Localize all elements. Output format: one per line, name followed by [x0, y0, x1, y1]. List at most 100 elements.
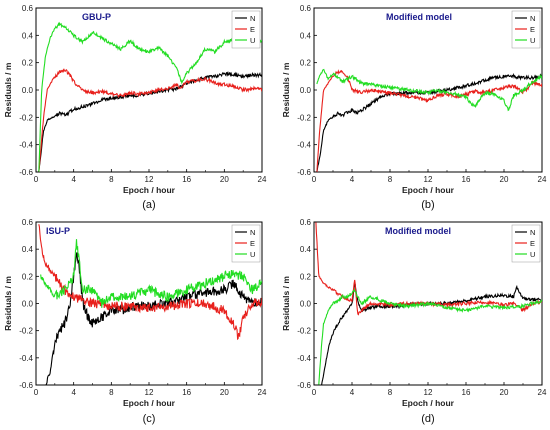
y-tick-label: 0.6: [22, 218, 34, 227]
plot-frame: [313, 7, 543, 173]
y-axis-label: Residuals / m: [3, 276, 13, 331]
panel-c: 0 4 8 12 16 20 24 -0.6 -0.4 -0.2 0.0 0.2 0.4 0.6 Epoch…: [3, 218, 267, 425]
y-tick-label: 0.2: [300, 272, 312, 281]
legend-label-e: E: [530, 239, 535, 248]
legend-label-u: U: [530, 36, 535, 45]
y-tick-label: -0.2: [297, 113, 311, 122]
y-tick-label: 0.2: [22, 59, 34, 68]
x-tick-label: 8: [109, 388, 114, 397]
panel-b: 0 4 8 12 16 20 24 -0.6 -0.4 -0.2 0.0 0.2 0.4 0.6 Epoch…: [281, 4, 547, 211]
x-tick-label: 16: [182, 175, 191, 184]
panel-title: ISU-P: [46, 226, 70, 236]
x-tick-label: 24: [258, 175, 267, 184]
x-tick-label: 20: [220, 175, 229, 184]
y-tick-label: -0.6: [297, 168, 311, 177]
panel-caption: (c): [143, 413, 156, 425]
y-tick-label: 0.4: [300, 31, 312, 40]
legend-label-e: E: [530, 25, 535, 34]
y-axis-label: Residuals / m: [281, 62, 291, 117]
legend-label-n: N: [530, 228, 535, 237]
y-tick-label: -0.4: [19, 354, 33, 363]
legend-label-u: U: [250, 250, 255, 259]
y-tick-label: 0.4: [300, 245, 312, 254]
legend-label-e: E: [250, 25, 255, 34]
y-tick-label: -0.6: [19, 168, 33, 177]
legend-label-n: N: [250, 228, 255, 237]
y-axis-label: Residuals / m: [281, 276, 291, 331]
plot-frame: [35, 7, 263, 173]
y-axis-label: Residuals / m: [3, 62, 13, 117]
series-line-n: [38, 70, 262, 172]
x-tick-label: 8: [109, 175, 114, 184]
y-tick-label: -0.2: [297, 327, 311, 336]
legend-label-e: E: [250, 239, 255, 248]
y-tick-label: 0.0: [22, 86, 34, 95]
y-tick-label: -0.4: [297, 141, 311, 150]
x-axis-label: Epoch / hour: [123, 185, 176, 195]
x-tick-label: 0: [312, 388, 317, 397]
x-tick-label: 4: [350, 388, 355, 397]
x-tick-label: 12: [145, 388, 154, 397]
y-tick-label: 0.6: [300, 4, 312, 13]
panel-title: Modified model: [386, 12, 452, 22]
y-tick-label: 0.2: [22, 272, 34, 281]
series-line-u: [316, 68, 542, 112]
x-tick-label: 4: [71, 388, 76, 397]
panel-a: 0 4 8 12 16 20 24 -0.6 -0.4 -0.2 0.0 0.2 0.4 0.6 Epoch…: [3, 4, 267, 211]
legend-label-u: U: [250, 36, 255, 45]
y-tick-label: -0.2: [19, 327, 33, 336]
x-tick-label: 0: [312, 175, 317, 184]
x-tick-label: 20: [500, 388, 509, 397]
series-line-u: [40, 239, 262, 308]
y-tick-label: 0.4: [22, 245, 34, 254]
x-tick-label: 12: [424, 388, 433, 397]
legend-label-u: U: [530, 250, 535, 259]
legend-label-n: N: [530, 14, 535, 23]
y-tick-label: 0.2: [300, 59, 312, 68]
x-tick-label: 20: [220, 388, 229, 397]
y-tick-label: 0.6: [300, 218, 312, 227]
series-line-n: [316, 72, 542, 172]
series-line-u: [38, 21, 262, 172]
panel-caption: (a): [142, 199, 155, 211]
x-tick-label: 0: [34, 388, 39, 397]
series-line-e: [38, 68, 262, 172]
panel-caption: (b): [421, 199, 434, 211]
series-line-n: [45, 252, 262, 385]
y-tick-label: 0.4: [22, 31, 34, 40]
y-tick-label: 0.0: [300, 300, 312, 309]
x-tick-label: 16: [462, 175, 471, 184]
x-tick-label: 8: [388, 388, 393, 397]
panel-d: 0 4 8 12 16 20 24 -0.6 -0.4 -0.2 0.0 0.2 0.4 0.6 Epoch…: [281, 218, 547, 425]
x-tick-label: 20: [500, 175, 509, 184]
y-tick-label: -0.4: [297, 354, 311, 363]
legend-label-n: N: [250, 14, 255, 23]
y-tick-label: 0.6: [22, 4, 34, 13]
x-tick-label: 12: [145, 175, 154, 184]
x-axis-label: Epoch / hour: [123, 398, 176, 408]
x-tick-label: 12: [424, 175, 433, 184]
series-line-n: [321, 282, 542, 385]
y-tick-label: 0.0: [22, 300, 34, 309]
panel-title: GBU-P: [82, 12, 111, 22]
y-tick-label: -0.6: [297, 381, 311, 390]
x-tick-label: 16: [462, 388, 471, 397]
x-tick-label: 0: [34, 175, 39, 184]
x-tick-label: 24: [538, 175, 547, 184]
x-tick-label: 24: [258, 388, 267, 397]
y-tick-label: -0.2: [19, 113, 33, 122]
y-tick-label: 0.0: [300, 86, 312, 95]
y-tick-label: -0.4: [19, 141, 33, 150]
x-tick-label: 8: [388, 175, 393, 184]
series-line-u: [318, 288, 542, 385]
panel-title: Modified model: [385, 226, 451, 236]
x-tick-label: 4: [71, 175, 76, 184]
panel-caption: (d): [421, 413, 434, 425]
y-tick-label: -0.6: [19, 381, 33, 390]
x-axis-label: Epoch / hour: [402, 398, 455, 408]
x-tick-label: 16: [182, 388, 191, 397]
series-line-e: [38, 224, 262, 341]
x-tick-label: 24: [538, 388, 547, 397]
x-axis-label: Epoch / hour: [402, 185, 455, 195]
